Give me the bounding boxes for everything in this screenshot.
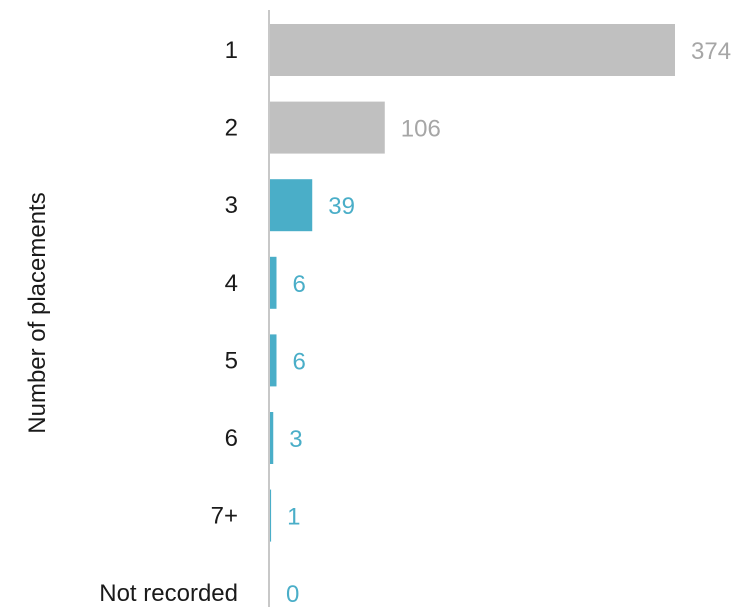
bar [270,179,313,232]
category-label: 2 [225,115,238,142]
chart-marks: 1 374 2 106 3 39 4 6 5 6 6 3 7+ 1 Not recorded 0 [99,24,731,607]
category-label: 6 [225,425,238,452]
value-label: 1 [287,504,300,531]
value-label: 6 [292,348,305,375]
bar [270,489,272,542]
bar [270,101,385,154]
category-label: 7+ [211,503,238,530]
category-label: 3 [225,192,238,219]
category-label: 1 [225,37,238,64]
category-label: 4 [225,270,238,297]
bar [270,334,277,387]
value-label: 374 [691,38,731,65]
bar [270,256,277,309]
bar [270,412,274,464]
y-axis-label: Number of placements [24,192,51,433]
category-label: Not recorded [99,580,238,607]
value-label: 0 [286,581,299,607]
bar [270,24,675,76]
value-label: 106 [401,116,441,143]
category-label: 5 [225,347,238,374]
value-label: 3 [289,426,302,453]
value-label: 6 [292,271,305,298]
value-label: 39 [328,193,355,220]
